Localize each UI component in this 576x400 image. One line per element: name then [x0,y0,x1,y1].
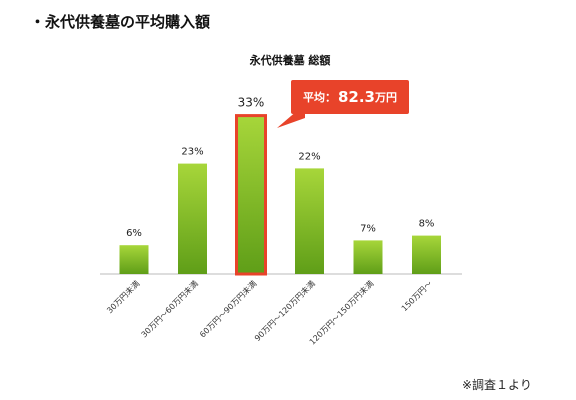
value-label-3: 22% [298,151,320,162]
value-label-5: 8% [419,219,435,230]
value-label-4: 7% [360,223,376,234]
value-label-1: 23% [181,147,203,158]
category-label-1: 30万円〜60万円未満 [139,278,200,339]
page-heading: ・永代供養墓の平均購入額 [30,13,211,31]
bar-1 [178,163,207,274]
category-label-0: 30万円未満 [105,278,142,315]
bar-5 [412,235,441,274]
footnote: ※調査１より [462,378,532,392]
bar-2 [235,114,267,276]
category-label-5: 150万円〜 [400,279,434,313]
average-prefix: 平均： [302,91,336,104]
category-label-2: 60万円〜90万円未満 [197,278,258,339]
average-value: 82.3 [337,88,375,106]
value-label-0: 6% [126,228,142,239]
bar-4 [353,240,383,274]
bar-0 [119,245,149,274]
average-unit: 万円 [375,91,397,104]
value-label-2: 33% [238,96,265,110]
chart-title: 永代供養墓 総額 [249,53,331,67]
bar-3 [295,168,324,274]
average-callout: 平均： 82.3 万円 [291,80,409,114]
category-label-3: 90万円〜120万円未満 [252,278,317,343]
category-label-4: 120万円〜150万円未満 [307,278,375,346]
